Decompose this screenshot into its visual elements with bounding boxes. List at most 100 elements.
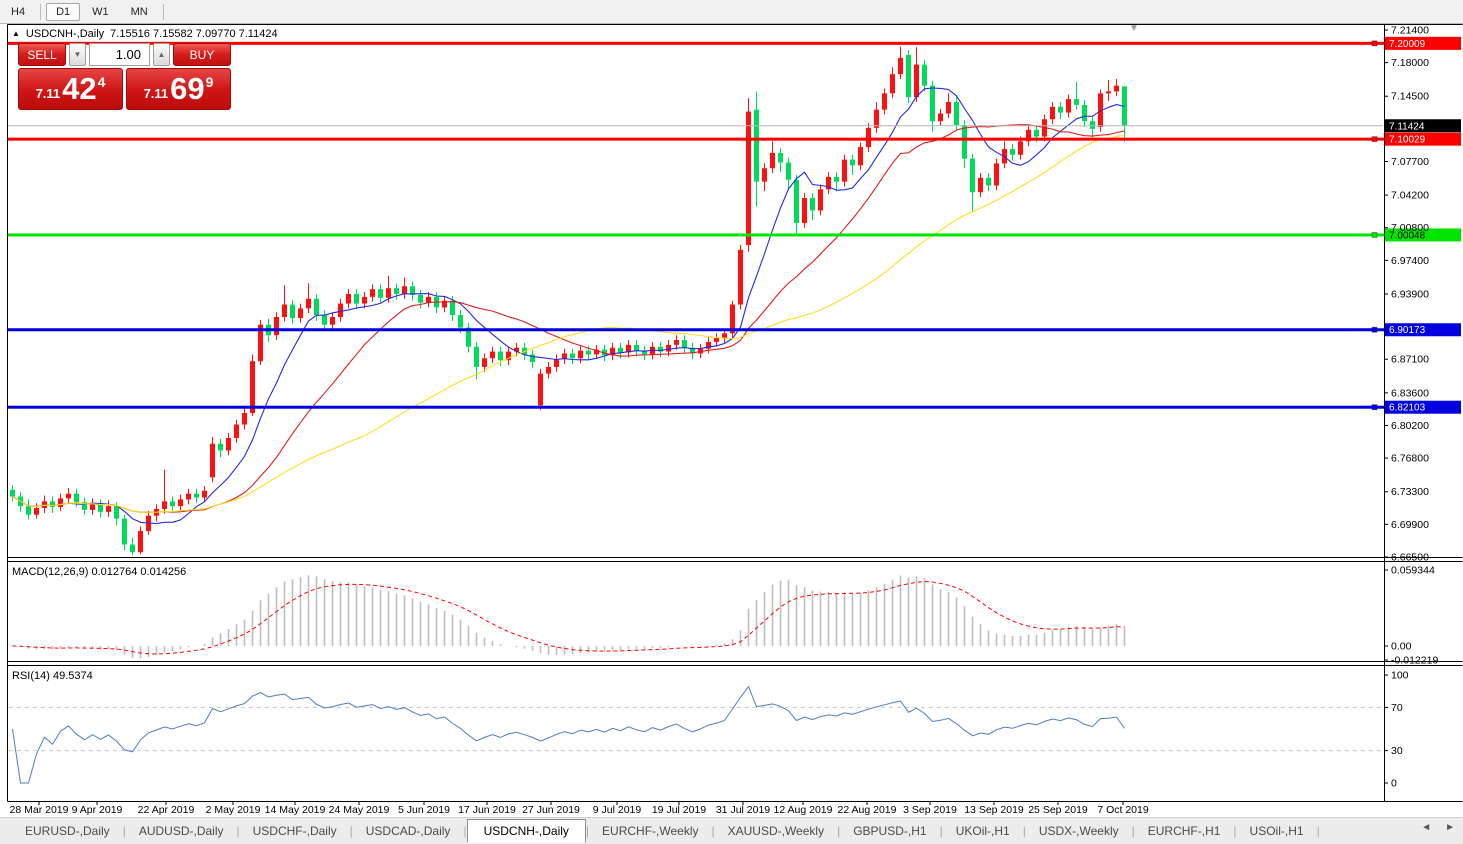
price-tick-label: 6.83600 <box>1391 387 1429 399</box>
rsi-indicator-label: RSI(14) 49.5374 <box>12 670 93 682</box>
timeframe-button-mn[interactable]: MN <box>130 5 148 18</box>
date-tick-label: 2 May 2019 <box>206 804 261 816</box>
macd-tick-label: -0.012219 <box>1391 655 1438 667</box>
date-tick-label: 13 Sep 2019 <box>964 804 1024 816</box>
rsi-tick-label: 70 <box>1391 702 1403 714</box>
hline-tag-6.82103: 6.82103 <box>1385 400 1461 414</box>
buy-button[interactable]: BUY <box>173 43 231 66</box>
date-tick-label: 24 May 2019 <box>329 804 390 816</box>
price-tick-label: 6.93900 <box>1391 288 1429 300</box>
candles <box>10 46 1127 556</box>
tab-ukoil-h1[interactable]: UKOil-,H1 <box>955 824 1010 838</box>
hline-7.10029[interactable] <box>8 136 1384 143</box>
hline-7.20009[interactable] <box>8 40 1384 47</box>
chart-tab-bar: EURUSD-,Daily | AUDUSD-,Daily | USDCHF-,Dail… <box>0 817 1463 844</box>
tab-eurusd-daily[interactable]: EURUSD-,Daily <box>25 824 110 838</box>
macd-histogram <box>19 575 1126 659</box>
price-tick-label: 7.21400 <box>1391 25 1429 37</box>
tab-audusd-daily[interactable]: AUDUSD-,Daily <box>138 824 224 838</box>
date-tick-label: 9 Apr 2019 <box>72 804 123 816</box>
hline-tag-7.20009: 7.20009 <box>1385 36 1461 50</box>
hline-6.90173[interactable] <box>8 326 1384 333</box>
price-tick-label: 6.97400 <box>1391 255 1429 267</box>
tab-separator: | <box>349 824 353 838</box>
tab-separator: | <box>837 824 841 838</box>
timeframe-toolbar: H4 D1 W1 MN <box>0 0 1463 24</box>
price-tick-label: 7.14500 <box>1391 91 1429 103</box>
volume-increase-button[interactable]: ▲ <box>153 43 170 66</box>
volume-decrease-button[interactable]: ▼ <box>69 43 86 66</box>
date-tick-label: 12 Aug 2019 <box>774 804 833 816</box>
ma-slow <box>12 134 1125 513</box>
date-tick-label: 14 May 2019 <box>265 804 326 816</box>
hline-tag-6.90173: 6.90173 <box>1385 323 1461 337</box>
current-price-tag: 7.11424 <box>1385 119 1461 132</box>
hline-tag-7.10029: 7.10029 <box>1385 132 1461 146</box>
macd-axis: 0.059344 0.00 -0.012219 <box>1384 564 1438 667</box>
tab-usdchf-daily[interactable]: USDCHF-,Daily <box>252 824 337 838</box>
svg-text:7.10029: 7.10029 <box>1389 135 1426 146</box>
hline-tag-7.00048: 7.00048 <box>1385 228 1461 242</box>
price-tick-label: 7.04200 <box>1391 190 1429 202</box>
sell-button[interactable]: SELL <box>18 43 66 66</box>
rsi-tick-label: 30 <box>1391 745 1403 757</box>
one-click-trading-panel: SELL ▼ ▲ BUY 7.11 42 4 7.11 69 9 <box>18 43 231 110</box>
tab-separator: | <box>122 824 126 838</box>
rsi-axis: 100 70 30 0 <box>1384 670 1409 790</box>
ma-fast-line <box>12 87 1125 525</box>
collapse-triangle-icon[interactable]: ▲ <box>12 28 20 38</box>
ask-price-big-digits: 69 <box>170 71 205 106</box>
tab-usdcad-daily[interactable]: USDCAD-,Daily <box>365 824 451 838</box>
ask-price-panel[interactable]: 7.11 69 9 <box>126 68 231 110</box>
tab-separator: | <box>939 824 943 838</box>
macd-indicator-label: MACD(12,26,9) 0.012764 0.014256 <box>12 566 187 578</box>
chart-shift-icon[interactable]: ▼ <box>1129 23 1139 34</box>
timeframe-button-h4[interactable]: H4 <box>11 5 26 18</box>
hline-6.82103[interactable] <box>8 404 1384 411</box>
rsi-tick-label: 100 <box>1391 670 1409 682</box>
date-tick-label: 27 Jun 2019 <box>522 804 580 816</box>
rsi-pane <box>9 685 1383 784</box>
macd-signal <box>12 580 1125 655</box>
svg-text:6.82103: 6.82103 <box>1389 403 1426 414</box>
tab-scroll-right-icon[interactable]: ► <box>1445 822 1455 833</box>
svg-text:7.20009: 7.20009 <box>1389 39 1426 50</box>
tab-separator: | <box>236 824 240 838</box>
tab-usdcnh-daily[interactable]: USDCNH-,Daily <box>466 819 586 843</box>
ask-price-pip-digit: 9 <box>205 74 214 90</box>
tab-separator: | <box>711 824 715 838</box>
tab-separator: | <box>1316 824 1320 838</box>
tab-separator: | <box>585 824 590 838</box>
volume-input[interactable] <box>89 43 150 66</box>
tab-separator: | <box>1131 824 1135 838</box>
bid-price-prefix: 7.11 <box>35 85 61 101</box>
spinner-up-icon: ▲ <box>157 50 166 59</box>
price-tick-label: 6.66500 <box>1391 551 1429 563</box>
macd-signal-line <box>12 580 1125 655</box>
bid-price-pip-digit: 4 <box>97 74 106 90</box>
timeframe-button-w1[interactable]: W1 <box>92 5 109 18</box>
price-axis: 7.21400 7.18000 7.14500 7.07700 7.04200 7.008… <box>1384 25 1429 563</box>
tab-usdx-weekly[interactable]: USDX-,Weekly <box>1038 824 1119 838</box>
ma-medium <box>12 124 1125 513</box>
tab-eurchf-weekly[interactable]: EURCHF-,Weekly <box>602 824 699 838</box>
price-tick-label: 6.87100 <box>1391 354 1429 366</box>
tab-usoil-h1[interactable]: USOil-,H1 <box>1249 824 1304 838</box>
tab-separator: | <box>1233 824 1237 838</box>
date-tick-label: 22 Aug 2019 <box>838 804 897 816</box>
toolbar-separator <box>40 3 42 20</box>
price-tick-label: 6.76800 <box>1391 453 1429 465</box>
tab-scroll-left-icon[interactable]: ◄ <box>1421 822 1432 833</box>
ma-fast <box>12 87 1125 525</box>
rsi-tick-label: 0 <box>1391 778 1397 790</box>
date-tick-label: 31 Jul 2019 <box>716 804 770 816</box>
date-tick-label: 3 Sep 2019 <box>903 804 957 816</box>
timeframe-button-d1[interactable]: D1 <box>46 2 81 21</box>
tab-gbpusd-h1[interactable]: GBPUSD-,H1 <box>853 824 927 838</box>
bid-price-panel[interactable]: 7.11 42 4 <box>18 68 123 110</box>
tab-eurchf-h1[interactable]: EURCHF-,H1 <box>1147 824 1221 838</box>
hline-7.00048[interactable] <box>8 231 1384 238</box>
tab-xauusd-weekly[interactable]: XAUUSD-,Weekly <box>727 824 825 838</box>
bid-price-big-digits: 42 <box>62 71 97 106</box>
